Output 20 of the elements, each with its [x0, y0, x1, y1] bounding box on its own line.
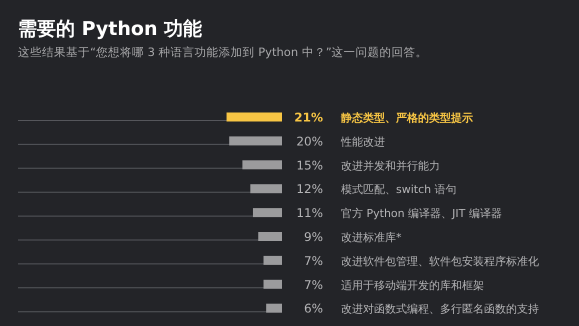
value-label: 11%: [296, 206, 323, 220]
value-label: 6%: [304, 302, 323, 316]
value-label: 7%: [304, 254, 323, 268]
category: 静态类型、严格的类型提示: [341, 112, 473, 124]
subtitle: 这些结果基于“您想将哪 3 种语言功能添加到 Python 中？”这一问题的回答。: [18, 45, 428, 59]
value-label: 12%: [296, 182, 323, 196]
value-label: 20%: [296, 134, 323, 148]
category: 改进软件包管理、软件包安装程序标准化: [341, 254, 539, 268]
title: 需要的 Python 功能: [18, 18, 202, 40]
category: 模式匹配、switch 语句: [341, 183, 457, 196]
category: 适用于移动端开发的库和框架: [341, 278, 484, 292]
category: 性能改进: [341, 135, 385, 148]
value-label: 15%: [296, 158, 323, 172]
category: 官方 Python 编译器、JIT 编译器: [341, 207, 502, 220]
value-label: 7%: [304, 278, 323, 292]
category: 改进标准库*: [341, 231, 402, 244]
value-label: 9%: [304, 230, 323, 244]
category: 改进并发和并行能力: [341, 159, 440, 172]
value-label: 21%: [294, 110, 323, 124]
category: 改进对函数式编程、多行匿名函数的支持: [341, 302, 539, 316]
